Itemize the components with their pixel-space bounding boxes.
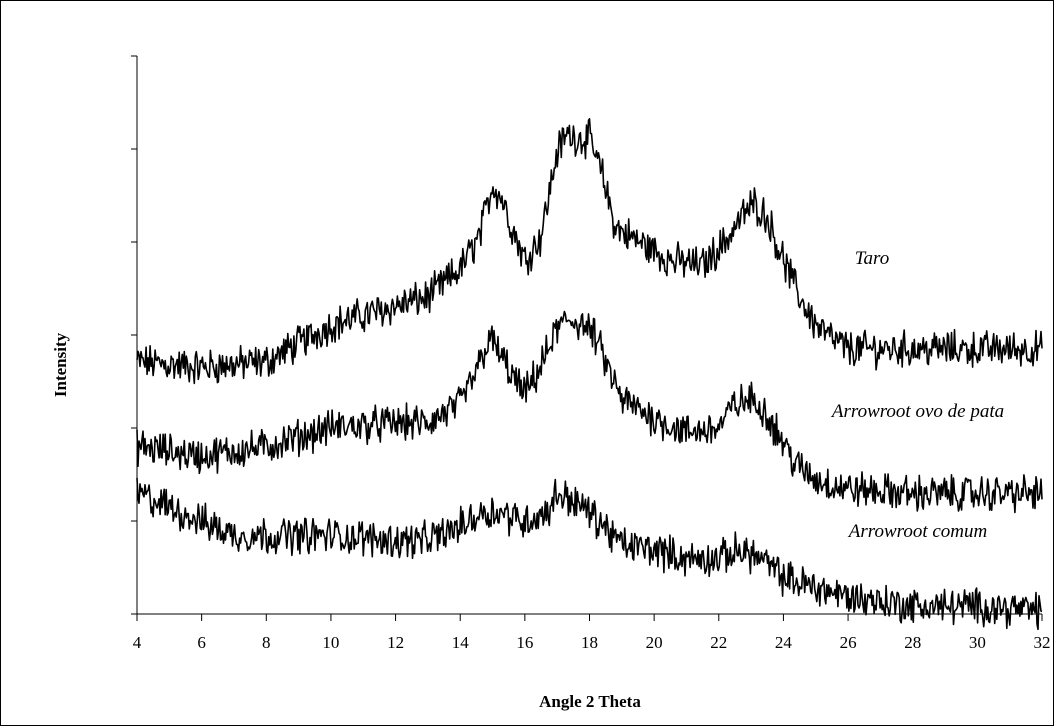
x-tick-label: 4: [133, 633, 142, 652]
series-line-3: [136, 477, 1043, 631]
x-tick-label: 10: [322, 633, 339, 652]
x-tick-label: 24: [775, 633, 793, 652]
series-label: Arrowroot ovo de pata: [830, 401, 1004, 422]
x-tick-label: 30: [969, 633, 986, 652]
series-layer: [136, 118, 1043, 631]
x-tick-label: 32: [1034, 633, 1051, 652]
series-label: Taro: [855, 248, 890, 269]
x-tick-label: 12: [387, 633, 404, 652]
y-axis-title: Intensity: [51, 332, 70, 397]
x-ticks: 4 6 8 10 12 14 16 18 20 22 24 26 28 30 32: [133, 614, 1051, 652]
axes: 4 6 8 10 12 14 16 18 20 22 24 26 28 30 32: [131, 55, 1051, 652]
series-label: Arrowroot comum: [847, 521, 987, 542]
y-ticks: [131, 55, 137, 615]
series-line-2: [136, 310, 1043, 514]
series-line-1: [136, 118, 1043, 385]
series-labels: Taro Arrowroot ovo de pata Arrowroot comum: [830, 248, 1004, 542]
x-tick-label: 26: [840, 633, 857, 652]
x-tick-label: 22: [710, 633, 727, 652]
x-tick-label: 28: [904, 633, 921, 652]
x-tick-label: 16: [516, 633, 533, 652]
x-tick-label: 8: [262, 633, 271, 652]
x-axis-title: Angle 2 Theta: [539, 692, 641, 711]
x-tick-label: 14: [452, 633, 470, 652]
x-tick-label: 18: [581, 633, 598, 652]
x-tick-label: 6: [197, 633, 206, 652]
x-tick-label: 20: [646, 633, 663, 652]
